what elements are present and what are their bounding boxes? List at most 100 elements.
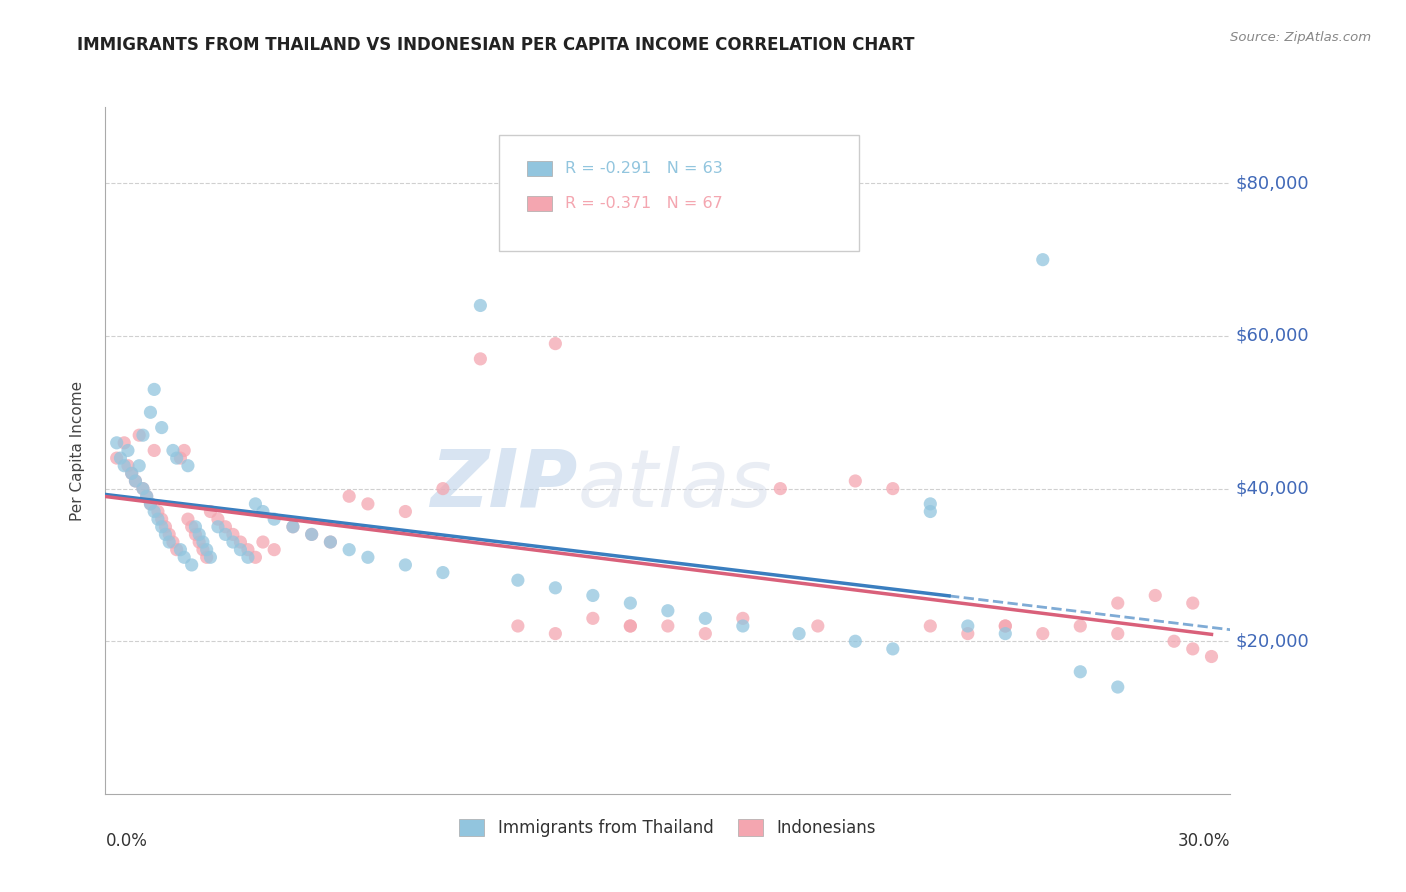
Point (432, 566, 454, 580)
Point (882, 641, 904, 656)
Point (544, 336, 567, 351)
Point (188, 527, 211, 541)
Point (132, 482, 155, 496)
Point (506, 619, 529, 633)
Text: R = -0.371   N = 67: R = -0.371 N = 67 (565, 195, 723, 211)
Point (695, 626, 717, 640)
FancyBboxPatch shape (499, 135, 859, 252)
Point (882, 482, 904, 496)
Point (184, 527, 207, 541)
Point (994, 619, 1017, 633)
Point (162, 535, 184, 549)
Point (263, 512, 285, 526)
Point (319, 535, 342, 549)
Point (135, 489, 157, 503)
Y-axis label: Per Capita Income: Per Capita Income (70, 380, 84, 521)
Point (544, 626, 567, 640)
Point (1107, 680, 1129, 694)
Point (188, 535, 211, 549)
Point (263, 542, 285, 557)
Text: IMMIGRANTS FROM THAILAND VS INDONESIAN PER CAPITA INCOME CORRELATION CHART: IMMIGRANTS FROM THAILAND VS INDONESIAN P… (77, 36, 915, 54)
Point (173, 443, 195, 458)
Point (162, 443, 184, 458)
Point (245, 497, 267, 511)
Point (844, 634, 866, 648)
Point (124, 474, 146, 488)
Text: $60,000: $60,000 (1236, 327, 1309, 345)
Point (112, 458, 135, 473)
Point (357, 550, 380, 565)
Point (619, 619, 641, 633)
Point (582, 589, 605, 603)
Point (195, 550, 218, 565)
Point (1181, 596, 1204, 610)
Point (657, 619, 679, 633)
Point (169, 451, 191, 466)
Point (173, 550, 195, 565)
Point (155, 520, 177, 534)
Point (200, 504, 222, 518)
Point (105, 435, 128, 450)
Point (222, 535, 245, 549)
Text: $40,000: $40,000 (1236, 480, 1309, 498)
Point (394, 504, 416, 518)
Point (135, 489, 157, 503)
Point (470, 298, 492, 312)
Point (146, 512, 169, 526)
Point (1069, 619, 1091, 633)
Point (695, 611, 717, 625)
Point (143, 504, 166, 518)
Point (214, 520, 236, 534)
Point (337, 489, 360, 503)
Point (229, 542, 252, 557)
Point (207, 512, 229, 526)
Point (157, 527, 180, 541)
Point (769, 482, 792, 496)
Point (112, 435, 135, 450)
Point (1032, 252, 1054, 267)
Point (121, 467, 143, 481)
Point (105, 451, 128, 466)
Point (994, 626, 1017, 640)
Point (506, 573, 529, 587)
Point (470, 351, 492, 366)
Point (844, 474, 866, 488)
Point (139, 405, 162, 419)
Point (236, 542, 259, 557)
Point (191, 542, 214, 557)
Point (150, 420, 173, 434)
Point (582, 611, 605, 625)
Point (787, 626, 810, 640)
Point (432, 482, 454, 496)
Point (1181, 641, 1204, 656)
Point (956, 626, 979, 640)
Legend: Immigrants from Thailand, Indonesians: Immigrants from Thailand, Indonesians (453, 813, 883, 844)
Point (301, 527, 323, 541)
Point (150, 520, 173, 534)
Point (252, 535, 274, 549)
Point (1144, 589, 1167, 603)
Point (281, 520, 304, 534)
Point (146, 504, 169, 518)
Point (920, 504, 942, 518)
Point (1107, 626, 1129, 640)
Text: 30.0%: 30.0% (1178, 831, 1230, 850)
Point (236, 550, 259, 565)
Point (128, 428, 150, 442)
Point (180, 558, 202, 572)
Point (319, 535, 342, 549)
Point (139, 497, 162, 511)
Text: 0.0%: 0.0% (105, 831, 148, 850)
Point (229, 535, 252, 549)
Point (281, 520, 304, 534)
Point (157, 535, 180, 549)
Point (544, 581, 567, 595)
Point (143, 443, 166, 458)
Text: Source: ZipAtlas.com: Source: ZipAtlas.com (1230, 31, 1371, 45)
Point (200, 550, 222, 565)
Point (1032, 626, 1054, 640)
Point (301, 527, 323, 541)
Point (214, 527, 236, 541)
Point (1069, 665, 1091, 679)
Point (117, 458, 139, 473)
